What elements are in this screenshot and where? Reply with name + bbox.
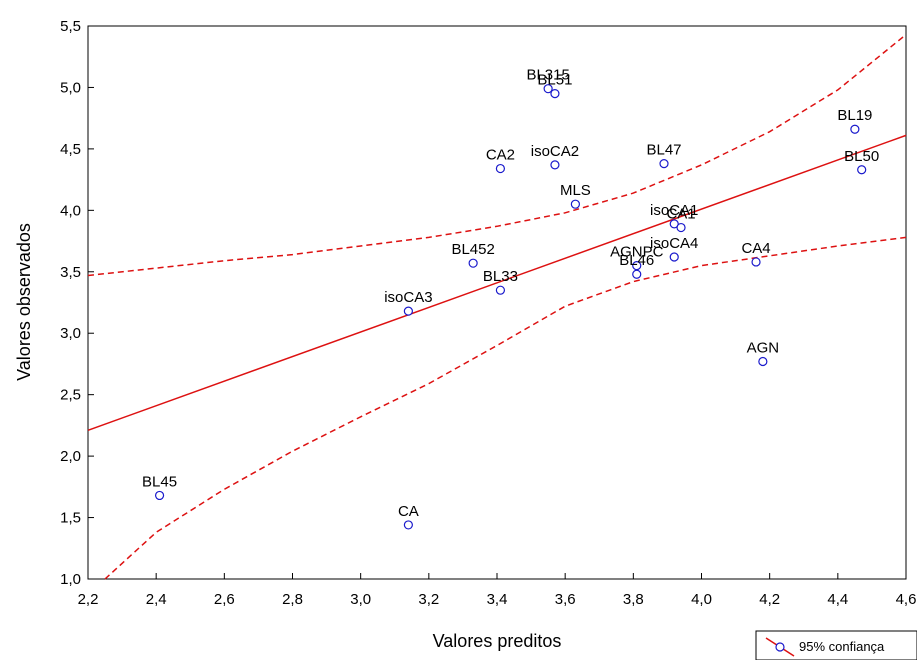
data-point [676,222,686,233]
y-axis-title: Valores observados [14,223,34,381]
point-label: AGNPC [610,244,664,261]
x-tick-label: 3,8 [623,591,644,608]
x-tick-label: 3,0 [350,591,371,608]
legend: 95% confiança [755,630,917,660]
confidence-bands [87,34,907,580]
point-label: BL46 [619,252,654,269]
x-tick-label: 3,6 [555,591,576,608]
point-label: CA1 [666,206,695,223]
x-axis-title: Valores preditos [433,631,562,651]
y-tick-label: 3,0 [60,325,81,342]
data-point [550,160,560,170]
data-point [632,261,642,271]
data-point [632,269,642,279]
data-point [669,219,679,229]
point-label: MLS [560,182,591,199]
point-label: AGN [747,339,780,356]
legend-swatch-marker [775,642,785,652]
data-point [495,163,506,174]
data-point [495,285,506,295]
point-label: BL452 [451,241,494,258]
x-tick-label: 2,4 [146,591,167,608]
point-label: BL315 [526,67,569,84]
data-point [659,159,669,169]
regression-line [87,134,907,432]
x-axis-ticks: 2,2 2,4 2,6 2,8 3,0 3,2 3,4 3,6 3,8 4,0 4,2 4,4 4,6 [78,573,917,608]
y-tick-label: 2,5 [60,387,81,404]
y-tick-label: 1,5 [60,510,81,527]
point-label: BL33 [483,268,518,285]
y-tick-label: 5,5 [60,18,81,35]
y-tick-label: 4,0 [60,202,81,219]
data-point [669,252,679,262]
point-label: isoCA1 [650,202,698,219]
y-tick-label: 5,0 [60,79,81,96]
y-tick-label: 4,5 [60,141,81,158]
point-label: isoCA4 [650,235,698,252]
x-tick-label: 2,6 [214,591,235,608]
data-point [857,165,867,175]
y-tick-label: 3,5 [60,264,81,281]
data-point [850,124,860,134]
x-tick-label: 4,6 [896,591,917,608]
data-point [751,257,761,267]
data-point [543,84,553,94]
point-label: BL47 [646,142,681,159]
point-label: BL19 [837,107,872,124]
data-point [468,258,478,268]
x-tick-label: 4,2 [759,591,780,608]
y-tick-label: 1,0 [60,571,81,588]
x-tick-label: 4,4 [827,591,848,608]
plot-frame [87,25,907,580]
point-label: CA2 [486,147,515,164]
x-tick-label: 2,2 [78,591,99,608]
upper-confidence-band [87,34,907,277]
x-tick-label: 4,0 [691,591,712,608]
legend-label: 95% confiança [799,639,885,654]
point-label: CA4 [741,240,770,257]
fit-line [87,134,907,432]
data-point [403,306,413,316]
point-label: CA [398,503,419,520]
data-point [758,356,768,367]
data-point [550,88,560,99]
point-label: isoCA3 [384,289,432,306]
data-point [570,199,580,209]
y-tick-label: 2,0 [60,448,81,465]
point-label: BL45 [142,473,177,490]
x-tick-label: 3,2 [418,591,439,608]
point-label: isoCA2 [531,143,579,160]
data-point [154,490,165,501]
y-axis-ticks: 1,0 1,5 2,0 2,5 3,0 3,5 4,0 4,5 5,0 5,5 [60,18,94,588]
point-label: BL50 [844,148,879,165]
data-point [403,520,413,530]
x-tick-label: 2,8 [282,591,303,608]
point-label: BL51 [537,72,572,89]
x-tick-label: 3,4 [487,591,508,608]
